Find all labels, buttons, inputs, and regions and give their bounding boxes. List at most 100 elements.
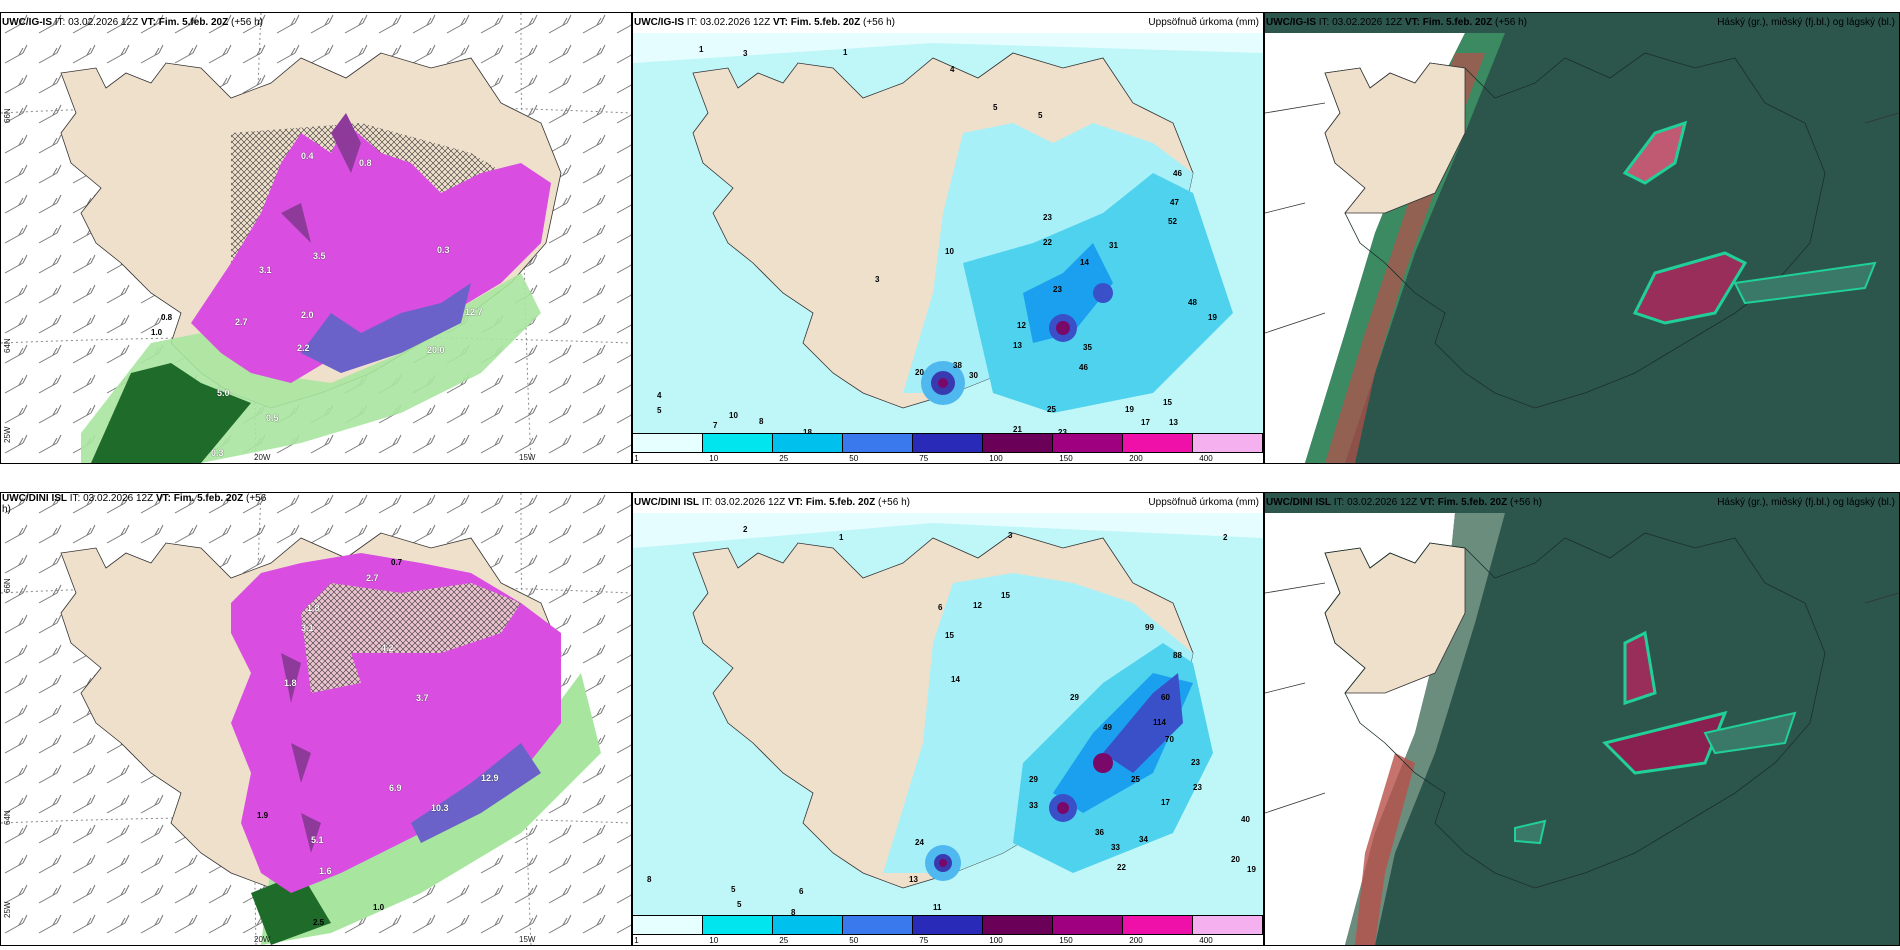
value-label: 7 bbox=[713, 421, 718, 430]
value-label: 33 bbox=[1029, 801, 1038, 810]
panel-title: UWC/DINI ISL IT: 03.02.2026 12Z VT: Fim.… bbox=[1266, 497, 1542, 508]
value-label: 0.8 bbox=[161, 313, 173, 322]
value-label: 1 bbox=[699, 45, 704, 54]
value-label: 4.2 bbox=[381, 643, 394, 653]
colorbar-swatch bbox=[843, 916, 913, 934]
value-label: 5 bbox=[993, 103, 998, 112]
value-label: 5 bbox=[1038, 111, 1043, 120]
value-label: 2 bbox=[1223, 533, 1228, 542]
value-label: 2.0 bbox=[301, 310, 314, 320]
value-label: 0.5 bbox=[266, 413, 279, 423]
colorbar-tick-label: 25 bbox=[779, 936, 789, 945]
colorbar-swatch bbox=[1193, 916, 1263, 934]
value-label: 8 bbox=[759, 417, 764, 426]
panel-title: UWC/IG-IS IT: 03.02.2026 12Z VT: Fim. 5.… bbox=[634, 17, 895, 28]
value-label: 15 bbox=[945, 631, 954, 640]
value-label: 88 bbox=[1173, 651, 1182, 660]
value-label: 12.7 bbox=[465, 307, 483, 317]
colorbar-swatch bbox=[703, 434, 773, 452]
value-label: 46 bbox=[1079, 363, 1088, 372]
colorbar-tick-label: 400 bbox=[1199, 454, 1213, 463]
colorbar-tick-label: 200 bbox=[1129, 936, 1143, 945]
value-label: 60 bbox=[1161, 693, 1170, 702]
value-label: 14 bbox=[1080, 258, 1089, 267]
value-label: 21 bbox=[1013, 425, 1022, 434]
precip-magenta bbox=[191, 123, 551, 383]
colorbar-swatch bbox=[913, 434, 983, 452]
value-label: 34 bbox=[1139, 835, 1148, 844]
lon-label-25: 25W bbox=[3, 901, 12, 918]
colorbar-swatch bbox=[773, 434, 843, 452]
value-label: 17 bbox=[1141, 418, 1150, 427]
value-label: 0.7 bbox=[391, 558, 403, 567]
value-label: 22 bbox=[1117, 863, 1126, 872]
colorbar-swatch bbox=[913, 916, 983, 934]
lon-label-25: 25W bbox=[3, 426, 12, 443]
value-label: 1.9 bbox=[257, 811, 269, 820]
value-label: 33 bbox=[1111, 843, 1120, 852]
colorbar-swatch bbox=[633, 916, 703, 934]
value-label: 8 bbox=[647, 875, 652, 884]
value-label: 2.5 bbox=[313, 918, 325, 927]
colorbar-tick-label: 400 bbox=[1199, 936, 1213, 945]
colorbar-swatch bbox=[983, 434, 1053, 452]
colorbar-swatch bbox=[1123, 916, 1193, 934]
lon-label-20: 20W bbox=[254, 453, 271, 462]
value-label: 12 bbox=[1017, 321, 1026, 330]
value-label: 6 bbox=[799, 887, 804, 896]
lon-label-20: 20W bbox=[254, 935, 271, 944]
value-label: 17 bbox=[1161, 798, 1170, 807]
panel-igis-wind-precip: UWC/IG-IS IT: 03.02.2026 12Z VT: Fim. 5.… bbox=[0, 12, 632, 464]
panel-dini-accumulated-precip: UWC/DINI ISL IT: 03.02.2026 12Z VT: Fim.… bbox=[632, 492, 1264, 946]
panel-dini-wind-precip: UWC/DINI ISL IT: 03.02.2026 12Z VT: Fim.… bbox=[0, 492, 632, 946]
value-label: 5.1 bbox=[311, 835, 324, 845]
value-label: 19 bbox=[1247, 865, 1256, 874]
value-label: 19 bbox=[1208, 313, 1217, 322]
value-label: 10.3 bbox=[431, 803, 449, 813]
value-label: 23 bbox=[1193, 783, 1202, 792]
value-label: 5 bbox=[737, 900, 742, 909]
panel-title: UWC/DINI ISL IT: 03.02.2026 12Z VT: Fim.… bbox=[634, 497, 910, 508]
colorbar-swatch bbox=[983, 916, 1053, 934]
value-label: 6.9 bbox=[389, 783, 402, 793]
panel-field-label: Háský (gr.), miðský (fj.bl.) og lágský (… bbox=[1717, 17, 1895, 28]
colorbar-swatch bbox=[1053, 916, 1123, 934]
value-label: 25 bbox=[1131, 775, 1140, 784]
colorbar: 1 10 25 50 75 100 150 200 400 bbox=[633, 915, 1263, 945]
value-label: 5.0 bbox=[217, 388, 230, 398]
value-label: 3.1 bbox=[301, 623, 314, 633]
precip-map bbox=[633, 513, 1263, 915]
value-label: 2.7 bbox=[366, 573, 379, 583]
value-label: 10 bbox=[945, 247, 954, 256]
colorbar-tick-label: 10 bbox=[709, 936, 719, 945]
value-label: 18 bbox=[803, 428, 812, 437]
cloud-map bbox=[1265, 493, 1899, 945]
value-label: 13 bbox=[1169, 418, 1178, 427]
lat-label-64: 64N bbox=[3, 338, 12, 353]
panel-dini-clouds: UWC/DINI ISL IT: 03.02.2026 12Z VT: Fim.… bbox=[1264, 492, 1900, 946]
value-label: 31 bbox=[1109, 241, 1118, 250]
colorbar-tick-label: 10 bbox=[709, 454, 719, 463]
value-label: 24 bbox=[915, 838, 924, 847]
lat-label-66: 66N bbox=[3, 578, 12, 593]
colorbar-swatch bbox=[1123, 434, 1193, 452]
value-label: 46 bbox=[1173, 169, 1182, 178]
value-label: 35 bbox=[1083, 343, 1092, 352]
value-label: 20 bbox=[915, 368, 924, 377]
value-label: 1.0 bbox=[373, 903, 385, 912]
value-label: 2 bbox=[743, 525, 748, 534]
value-label: 23 bbox=[1191, 758, 1200, 767]
weather-map bbox=[1, 13, 631, 463]
value-label: 1 bbox=[843, 48, 848, 57]
value-label: 30 bbox=[969, 371, 978, 380]
value-label: 10 bbox=[729, 411, 738, 420]
colorbar-tick-label: 25 bbox=[779, 454, 789, 463]
value-label: 0.3 bbox=[437, 245, 450, 255]
panel-field-label: Uppsöfnuð úrkoma (mm) bbox=[1148, 497, 1259, 508]
value-label: 70 bbox=[1165, 735, 1174, 744]
panel-igis-clouds: UWC/IG-IS IT: 03.02.2026 12Z VT: Fim. 5.… bbox=[1264, 12, 1900, 464]
value-label: 114 bbox=[1153, 718, 1166, 727]
value-label: 25 bbox=[1047, 405, 1056, 414]
value-label: 1 bbox=[839, 533, 844, 542]
colorbar-swatch bbox=[633, 434, 703, 452]
